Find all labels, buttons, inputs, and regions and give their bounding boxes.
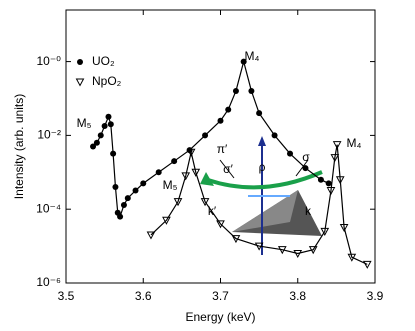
annotation: M₅	[163, 178, 178, 192]
data-point	[90, 143, 97, 150]
data-point	[302, 165, 309, 172]
data-point	[256, 110, 263, 117]
data-point	[254, 242, 264, 251]
data-point	[186, 148, 196, 157]
beam-head	[200, 172, 214, 186]
pol-arrow	[295, 159, 309, 177]
y-tick-label: 10⁻²	[37, 128, 61, 142]
data-point	[202, 132, 209, 139]
data-point	[93, 139, 100, 146]
pol-arrow	[219, 159, 235, 179]
legend-label: NpO₂	[92, 74, 122, 88]
annotation: M₄	[347, 136, 362, 150]
data-point	[339, 223, 349, 233]
annotation: π′	[217, 142, 228, 156]
legend-label: UO₂	[92, 54, 115, 68]
crystal-face	[232, 190, 298, 232]
annotation: σ	[302, 150, 310, 164]
data-point	[317, 176, 324, 183]
legend-marker	[75, 78, 85, 87]
data-point	[97, 132, 104, 139]
y-tick-label: 10⁻⁰	[37, 54, 62, 68]
data-point	[271, 132, 278, 139]
data-point	[146, 231, 156, 240]
data-point	[107, 121, 114, 128]
data-point	[117, 213, 124, 220]
data-point	[231, 235, 241, 244]
x-tick-label: 3.9	[367, 289, 384, 303]
x-tick-label: 3.8	[289, 289, 306, 303]
data-point	[293, 250, 303, 259]
data-point	[347, 253, 357, 262]
data-point	[248, 87, 255, 94]
x-tick-label: 3.6	[135, 289, 152, 303]
inset-diagram	[200, 136, 323, 255]
x-tick-label: 3.5	[58, 289, 75, 303]
data-point	[232, 87, 239, 94]
data-point	[217, 117, 224, 124]
data-point	[186, 147, 193, 154]
data-point	[326, 187, 336, 196]
legend-marker	[77, 59, 83, 65]
beam	[207, 170, 323, 190]
data-point	[110, 150, 117, 157]
data-point	[287, 150, 294, 157]
data-point	[132, 187, 139, 194]
data-point	[120, 201, 127, 208]
data-point	[335, 176, 345, 185]
data-point	[105, 113, 112, 120]
data-point	[173, 198, 183, 207]
data-point	[225, 106, 232, 113]
data-point	[362, 260, 372, 269]
data-point	[171, 158, 178, 165]
data-point	[320, 227, 330, 236]
data-point	[155, 169, 162, 176]
annotation: σ′	[223, 162, 233, 176]
y-axis-label: Intensity (arb. units)	[12, 94, 26, 199]
y-tick-label: 10⁻⁴	[36, 201, 61, 215]
annotation: M₅	[77, 116, 92, 130]
annotation: k	[305, 204, 312, 218]
data-point	[112, 183, 119, 190]
annotation: M₄	[245, 49, 260, 63]
data-point	[124, 195, 131, 202]
data-point	[162, 216, 171, 225]
data-point	[308, 246, 318, 255]
data-point	[101, 122, 108, 129]
y-tick-label: 10⁻⁶	[36, 275, 61, 289]
data-point	[200, 198, 210, 207]
data-point	[140, 180, 147, 187]
data-point	[216, 220, 225, 229]
data-point	[325, 180, 332, 187]
fit-line	[150, 144, 368, 265]
x-tick-label: 3.7	[212, 289, 229, 303]
annotation: ρ	[259, 160, 266, 174]
data-point	[277, 246, 287, 255]
data-point	[332, 141, 342, 150]
x-axis-label: Energy (keV)	[185, 310, 255, 324]
data-point	[191, 168, 201, 177]
data-point	[240, 58, 247, 65]
arrow-head	[258, 136, 266, 146]
data-point	[330, 154, 340, 163]
annotation: k′	[208, 204, 217, 218]
data-point	[181, 172, 191, 181]
